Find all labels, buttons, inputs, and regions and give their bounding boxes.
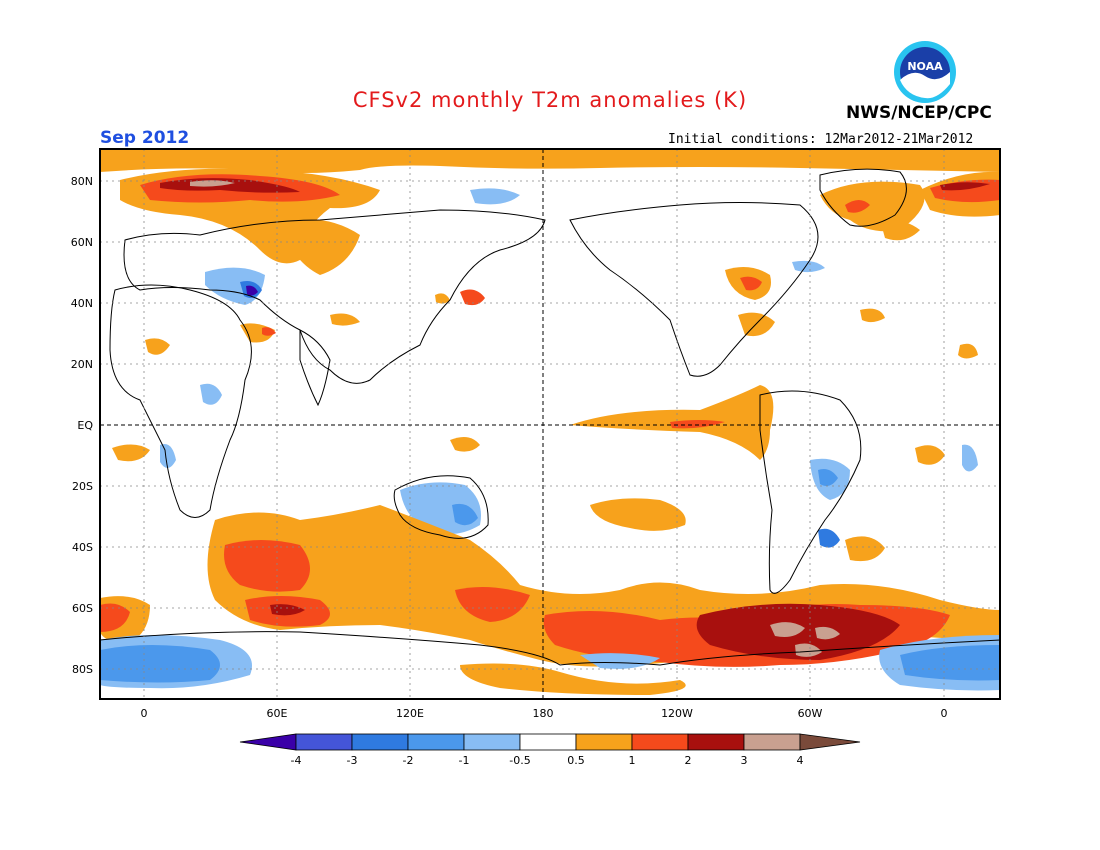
lat-label: 40N <box>71 297 93 310</box>
noaa-logo: NOAA <box>894 41 956 103</box>
initial-conditions-label: Initial conditions: 12Mar2012-21Mar2012 <box>668 132 974 147</box>
noaa-logo-text: NOAA <box>907 60 943 73</box>
colorbar-label: -3 <box>347 754 358 767</box>
colorbar <box>239 733 861 751</box>
lat-label: 20N <box>71 358 93 371</box>
lon-label: 0 <box>141 707 148 720</box>
colorbar-label: 3 <box>741 754 748 767</box>
graticule <box>100 149 1000 699</box>
colorbar-label: 2 <box>685 754 692 767</box>
colorbar-swatch <box>407 733 465 751</box>
anomaly-shading <box>100 149 1000 699</box>
colorbar-swatch <box>631 733 689 751</box>
lat-label: 60S <box>72 602 93 615</box>
lon-label: 60W <box>798 707 823 720</box>
lat-label: EQ <box>77 419 93 432</box>
lat-label: 80N <box>71 175 93 188</box>
lat-label: 20S <box>72 480 93 493</box>
lat-label: 60N <box>71 236 93 249</box>
colorbar-swatch <box>575 733 633 751</box>
colorbar-swatch <box>743 733 801 751</box>
equator-dateline <box>100 149 1000 699</box>
forecast-month: Sep 2012 <box>100 128 190 148</box>
lat-label: 80S <box>72 663 93 676</box>
map-title: CFSv2 monthly T2m anomalies (K) <box>352 88 748 112</box>
colorbar-swatch <box>351 733 409 751</box>
colorbar-label: 0.5 <box>567 754 585 767</box>
colorbar-label: -4 <box>291 754 302 767</box>
colorbar-swatch <box>519 733 577 751</box>
lon-label: 120W <box>661 707 693 720</box>
lon-label: 0 <box>941 707 948 720</box>
colorbar-label: -1 <box>459 754 470 767</box>
colorbar-swatch <box>799 733 861 751</box>
colorbar-swatch <box>463 733 521 751</box>
colorbar-label: -2 <box>403 754 414 767</box>
lon-label: 180 <box>533 707 554 720</box>
colorbar-swatch <box>239 733 297 751</box>
agency-label: NWS/NCEP/CPC <box>846 103 992 123</box>
colorbar-label: 1 <box>629 754 636 767</box>
coastlines <box>100 168 1000 666</box>
colorbar-label: 4 <box>797 754 804 767</box>
lat-label: 40S <box>72 541 93 554</box>
colorbar-label: -0.5 <box>509 754 530 767</box>
lon-label: 60E <box>267 707 288 720</box>
colorbar-swatch <box>687 733 745 751</box>
map-frame <box>99 148 1001 700</box>
colorbar-swatch <box>295 733 353 751</box>
lon-label: 120E <box>396 707 424 720</box>
